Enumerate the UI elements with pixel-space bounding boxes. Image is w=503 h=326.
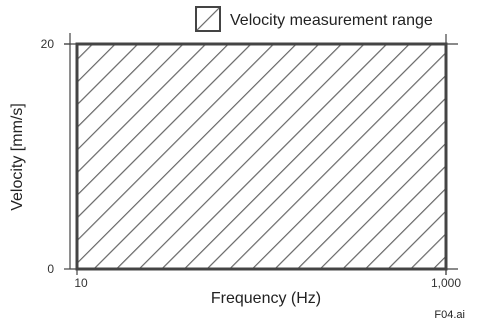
y-tick-label: 0 bbox=[47, 262, 54, 276]
y-axis-label: Velocity [mm/s] bbox=[9, 103, 26, 211]
measurement-range-region bbox=[75, 42, 448, 271]
legend-swatch bbox=[195, 6, 221, 32]
legend: Velocity measurement range bbox=[195, 6, 433, 32]
ticks: 0 20 10 1,000 bbox=[41, 37, 462, 290]
legend-label: Velocity measurement range bbox=[230, 12, 433, 29]
x-tick-label: 10 bbox=[74, 276, 88, 290]
x-axis-label: Frequency (Hz) bbox=[211, 290, 321, 307]
plot-area: 0 20 10 1,000 bbox=[41, 33, 462, 290]
x-tick-label: 1,000 bbox=[431, 276, 461, 290]
figure-file-tag: F04.ai bbox=[434, 309, 465, 321]
y-tick-label: 20 bbox=[41, 37, 55, 51]
